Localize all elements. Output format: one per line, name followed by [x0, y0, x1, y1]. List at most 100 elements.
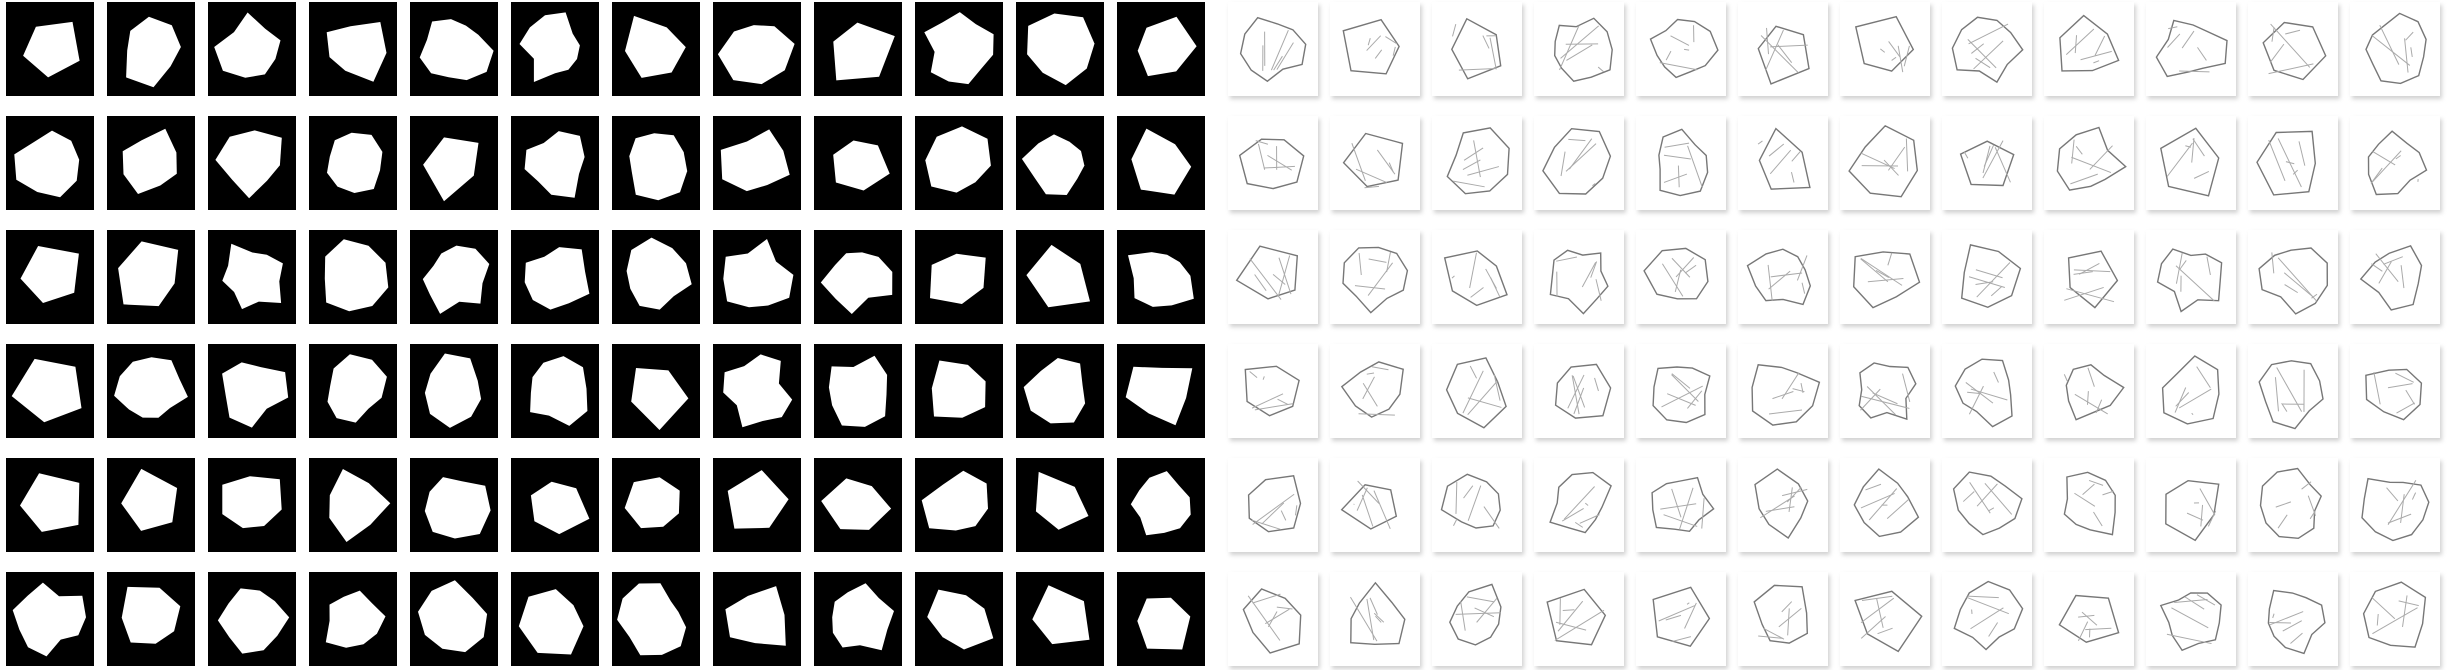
sketch-line	[1897, 45, 1904, 73]
sketch-tile	[1330, 344, 1420, 438]
sketch-tile	[2350, 572, 2440, 666]
sketch-line	[1489, 37, 1497, 70]
sketch-tile	[2350, 458, 2440, 552]
sketch-tile	[1534, 2, 1624, 96]
sketch-line	[2387, 513, 2412, 524]
sketch-line	[1984, 483, 2013, 515]
silhouette	[12, 582, 87, 657]
sketch-line	[1886, 498, 1910, 520]
sketch-line	[2398, 600, 2419, 607]
silhouette	[717, 25, 795, 85]
sketch-line	[1678, 487, 1694, 530]
sketch-line	[1555, 621, 1587, 631]
silhouette	[20, 473, 80, 532]
sketch-line	[1590, 261, 1598, 278]
sketch-line	[2080, 50, 2112, 61]
sketch-line	[1686, 602, 1690, 605]
sketch-line	[1772, 391, 1794, 400]
sketch-line	[1965, 382, 1994, 404]
silhouette	[222, 243, 283, 310]
sketch-tile	[1738, 116, 1828, 210]
sketch-line	[2284, 284, 2298, 294]
sketch-outline	[1553, 17, 1613, 82]
sketch-line	[1474, 607, 1495, 618]
sketch-outline	[1340, 484, 1398, 530]
sketch-line	[1257, 143, 1266, 170]
sketch-tile	[1636, 116, 1726, 210]
sketch-line	[1768, 409, 1803, 415]
sketch-outline	[1643, 247, 1709, 300]
sketch-line	[1778, 608, 1802, 628]
silhouette	[1125, 366, 1193, 426]
sketch-line	[1660, 503, 1697, 510]
sketch-outline	[1238, 138, 1305, 190]
sketch-line	[1876, 598, 1884, 628]
sketch-line	[1368, 258, 1387, 263]
sketch-line	[1597, 66, 1604, 73]
sketch-line	[1671, 373, 1691, 389]
sketch-line	[2268, 139, 2286, 181]
silhouette	[215, 130, 282, 199]
sketch-line	[1883, 159, 1899, 176]
sketch-line	[1866, 386, 1897, 416]
sketch-line	[1777, 44, 1793, 64]
sketch-line	[2070, 173, 2098, 185]
sketch-tile	[1228, 230, 1318, 324]
sketch-line	[2093, 511, 2103, 527]
sketch-tile	[2248, 458, 2338, 552]
sketch-outline	[1757, 25, 1810, 85]
sketch-line	[2277, 138, 2302, 188]
silhouette	[927, 589, 994, 650]
sketch-line	[1467, 380, 1498, 416]
sketch-outline	[2359, 245, 2423, 311]
sketch-line	[1963, 151, 1969, 159]
sketch-tile	[1942, 344, 2032, 438]
sketch-line	[1763, 627, 1785, 640]
sketch-line	[2191, 138, 2195, 163]
sketch-line	[2282, 620, 2303, 632]
sketch-line	[1976, 483, 1998, 507]
sketch-line	[1568, 138, 1586, 142]
sketch-line	[2400, 265, 2405, 289]
sketch-tile	[2044, 344, 2134, 438]
sketch-line	[1566, 44, 1593, 61]
sketch-line	[2181, 30, 2195, 49]
sketch-line	[1969, 482, 1991, 514]
sketch-line	[2175, 392, 2190, 407]
silhouette	[1032, 585, 1090, 645]
sketch-line	[2171, 607, 2209, 629]
sketch-line	[1262, 376, 1265, 380]
sketch-tile	[1636, 230, 1726, 324]
sketch-line	[1860, 597, 1895, 624]
sketch-line	[1790, 171, 1795, 183]
sketch-outline	[1952, 471, 2023, 536]
sketch-outline	[1242, 588, 1302, 654]
sketch-line	[2174, 598, 2208, 604]
sketch-line	[1562, 609, 1575, 612]
sketch-line	[2179, 260, 2187, 270]
silhouette	[530, 356, 588, 426]
sketch-outline	[2160, 127, 2220, 197]
sketch-line	[1493, 374, 1501, 401]
sketch-line	[1350, 596, 1378, 642]
sketch-line	[1903, 45, 1910, 67]
sketch-line	[1467, 485, 1482, 521]
sketch-tile	[1432, 230, 1522, 324]
sketch-line	[1781, 601, 1793, 613]
sketch-line	[1568, 138, 1593, 170]
sketch-line	[1351, 142, 1366, 181]
sketch-line	[1376, 149, 1396, 175]
sketch-tile	[2044, 116, 2134, 210]
sketch-line	[1554, 609, 1605, 641]
sketch-line	[1560, 151, 1566, 177]
sketch-line	[1663, 514, 1698, 527]
sketch-line	[2095, 399, 2103, 414]
sketch-outline	[1350, 581, 1406, 646]
sketch-line	[1374, 49, 1383, 59]
sketch-line	[2168, 26, 2178, 30]
sketch-outline	[2362, 581, 2427, 648]
sketch-line	[1469, 365, 1478, 379]
sketch-tile	[1942, 230, 2032, 324]
sketch-line	[1559, 25, 1580, 71]
